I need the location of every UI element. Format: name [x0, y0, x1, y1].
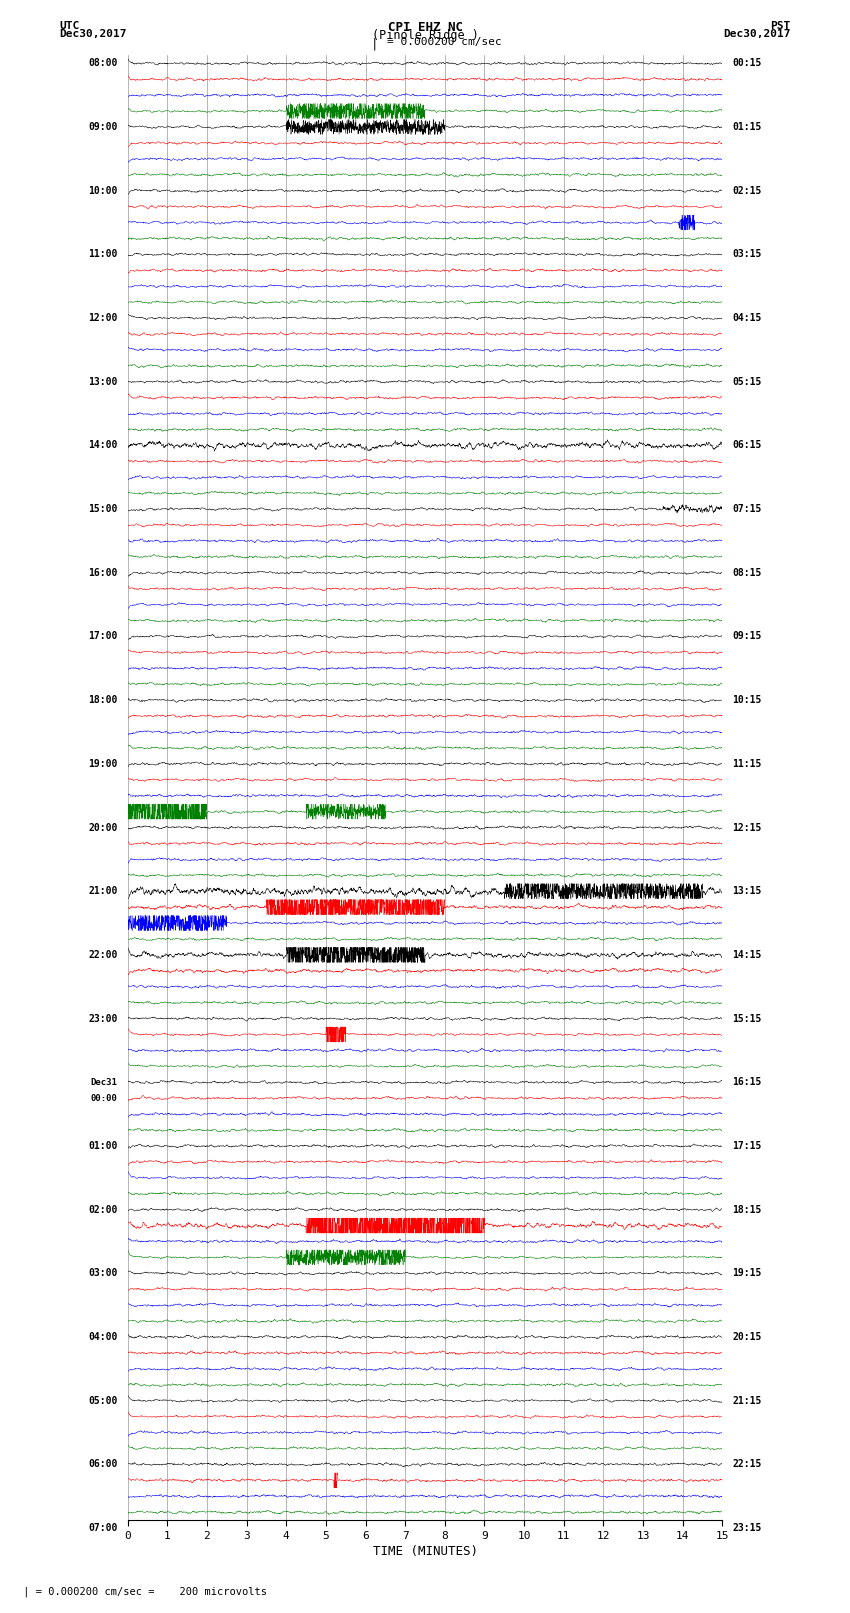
Text: |: | — [371, 37, 377, 50]
Text: Dec30,2017: Dec30,2017 — [60, 29, 127, 39]
Text: 21:15: 21:15 — [733, 1395, 762, 1405]
Text: 12:00: 12:00 — [88, 313, 117, 323]
Text: 22:00: 22:00 — [88, 950, 117, 960]
Text: 03:15: 03:15 — [733, 250, 762, 260]
Text: 10:15: 10:15 — [733, 695, 762, 705]
Text: = 0.000200 cm/sec: = 0.000200 cm/sec — [387, 37, 501, 47]
Text: 18:00: 18:00 — [88, 695, 117, 705]
Text: 10:00: 10:00 — [88, 185, 117, 195]
Text: 06:00: 06:00 — [88, 1460, 117, 1469]
Text: 06:15: 06:15 — [733, 440, 762, 450]
Text: 00:15: 00:15 — [733, 58, 762, 68]
Text: 18:15: 18:15 — [733, 1205, 762, 1215]
Text: 16:00: 16:00 — [88, 568, 117, 577]
Text: 05:00: 05:00 — [88, 1395, 117, 1405]
Text: 08:15: 08:15 — [733, 568, 762, 577]
Text: 09:00: 09:00 — [88, 123, 117, 132]
Text: 23:00: 23:00 — [88, 1013, 117, 1024]
Text: 20:15: 20:15 — [733, 1332, 762, 1342]
Text: 19:00: 19:00 — [88, 758, 117, 769]
Text: 07:15: 07:15 — [733, 505, 762, 515]
Text: 12:15: 12:15 — [733, 823, 762, 832]
Text: 04:00: 04:00 — [88, 1332, 117, 1342]
Text: 16:15: 16:15 — [733, 1077, 762, 1087]
Text: 11:00: 11:00 — [88, 250, 117, 260]
Text: 14:15: 14:15 — [733, 950, 762, 960]
Text: 15:00: 15:00 — [88, 505, 117, 515]
Text: 11:15: 11:15 — [733, 758, 762, 769]
Text: 08:00: 08:00 — [88, 58, 117, 68]
Text: 03:00: 03:00 — [88, 1268, 117, 1279]
Text: CPI EHZ NC: CPI EHZ NC — [388, 21, 462, 34]
Text: 15:15: 15:15 — [733, 1013, 762, 1024]
Text: 01:00: 01:00 — [88, 1140, 117, 1152]
Text: | = 0.000200 cm/sec =    200 microvolts: | = 0.000200 cm/sec = 200 microvolts — [17, 1586, 267, 1597]
Text: 01:15: 01:15 — [733, 123, 762, 132]
Text: Dec30,2017: Dec30,2017 — [723, 29, 791, 39]
Text: 14:00: 14:00 — [88, 440, 117, 450]
Text: 13:00: 13:00 — [88, 377, 117, 387]
Text: 00:00: 00:00 — [91, 1094, 117, 1103]
Text: 17:00: 17:00 — [88, 631, 117, 642]
Text: 19:15: 19:15 — [733, 1268, 762, 1279]
Text: 22:15: 22:15 — [733, 1460, 762, 1469]
Text: (Pinole Ridge ): (Pinole Ridge ) — [371, 29, 479, 42]
Text: Dec31: Dec31 — [91, 1077, 117, 1087]
Text: 17:15: 17:15 — [733, 1140, 762, 1152]
Text: 09:15: 09:15 — [733, 631, 762, 642]
Text: 02:15: 02:15 — [733, 185, 762, 195]
Text: UTC: UTC — [60, 21, 80, 31]
Text: 04:15: 04:15 — [733, 313, 762, 323]
X-axis label: TIME (MINUTES): TIME (MINUTES) — [372, 1545, 478, 1558]
Text: PST: PST — [770, 21, 790, 31]
Text: 21:00: 21:00 — [88, 886, 117, 897]
Text: 02:00: 02:00 — [88, 1205, 117, 1215]
Text: 20:00: 20:00 — [88, 823, 117, 832]
Text: 13:15: 13:15 — [733, 886, 762, 897]
Text: 07:00: 07:00 — [88, 1523, 117, 1532]
Text: 05:15: 05:15 — [733, 377, 762, 387]
Text: 23:15: 23:15 — [733, 1523, 762, 1532]
